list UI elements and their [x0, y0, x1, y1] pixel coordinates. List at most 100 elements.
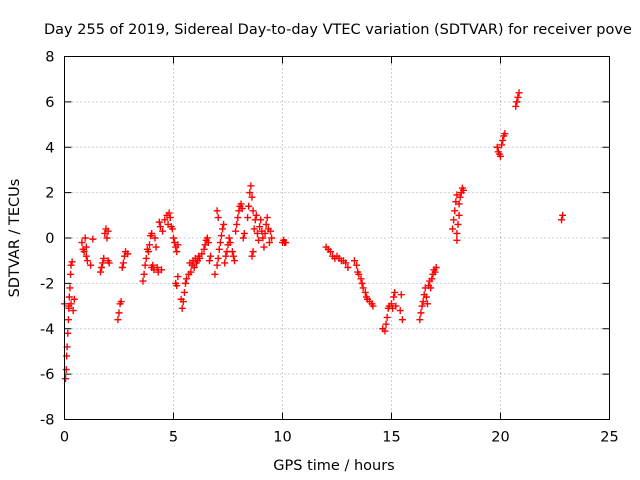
data-point [168, 225, 176, 233]
y-tick-label: 4 [45, 140, 54, 156]
data-point [98, 263, 106, 271]
data-point [249, 207, 257, 215]
data-point [417, 309, 425, 317]
data-point [64, 329, 72, 337]
data-point [205, 257, 213, 265]
data-point [558, 216, 566, 224]
data-point [213, 261, 221, 269]
x-axis-label: GPS time / hours [273, 458, 394, 474]
data-point [397, 291, 405, 299]
data-point [244, 214, 252, 222]
data-point [203, 234, 211, 242]
data-point [238, 205, 246, 213]
data-point [155, 218, 163, 226]
data-point [87, 261, 95, 269]
data-point [455, 200, 463, 208]
data-point [222, 252, 230, 260]
axis-ticks: 0 5 10 15 20 25 -8 -6 -4 -2 0 2 4 6 8 [40, 50, 619, 446]
data-point [174, 241, 182, 249]
y-tick-label: 6 [45, 95, 54, 111]
data-point [146, 241, 154, 249]
data-point [173, 248, 181, 256]
data-point [104, 227, 112, 235]
data-point [70, 295, 78, 303]
data-point [454, 220, 462, 228]
data-point [149, 261, 157, 269]
data-point [220, 220, 228, 228]
data-point [204, 239, 212, 247]
data-point [221, 259, 229, 267]
data-point [514, 93, 522, 101]
data-point [158, 266, 166, 274]
data-point [422, 293, 430, 301]
data-point [115, 309, 123, 317]
data-point [67, 261, 75, 269]
data-point [62, 366, 70, 374]
data-point [512, 102, 520, 110]
data-point [357, 275, 365, 283]
data-point [255, 236, 263, 244]
data-point [165, 209, 173, 217]
data-point [513, 98, 521, 106]
data-point [369, 302, 377, 310]
data-point [173, 282, 181, 290]
grid-lines [64, 56, 610, 420]
data-point [232, 227, 240, 235]
data-point [156, 223, 164, 231]
data-point [65, 293, 73, 301]
data-point [428, 275, 436, 283]
x-tick-label: 15 [382, 430, 400, 446]
data-point [431, 268, 439, 276]
data-point [359, 284, 367, 292]
data-point [178, 304, 186, 312]
data-point [216, 239, 224, 247]
data-point [350, 257, 358, 265]
data-point [416, 316, 424, 324]
data-point [249, 248, 257, 256]
data-point [67, 300, 75, 308]
data-point [152, 243, 160, 251]
data-point [198, 250, 206, 258]
data-point [214, 214, 222, 222]
x-tick-label: 25 [600, 430, 618, 446]
data-point [451, 207, 459, 215]
y-tick-label: -6 [40, 367, 54, 383]
data-point [211, 270, 219, 278]
y-axis-label: SDTVAR / TECUs [7, 179, 23, 298]
data-point [179, 298, 187, 306]
data-point [419, 298, 427, 306]
data-point [423, 300, 431, 308]
y-tick-label: 8 [45, 50, 54, 66]
data-point [245, 202, 253, 210]
data-point [342, 259, 350, 267]
data-point [161, 216, 169, 224]
data-point [105, 259, 113, 267]
data-point [124, 250, 132, 258]
data-point [259, 234, 267, 242]
data-point [229, 252, 237, 260]
data-point [498, 141, 506, 149]
data-point [240, 229, 248, 237]
data-point [66, 284, 74, 292]
data-point [80, 248, 88, 256]
data-point [118, 263, 126, 271]
data-point [231, 257, 239, 265]
data-point [358, 279, 366, 287]
x-tick-label: 20 [491, 430, 509, 446]
data-point [250, 225, 258, 233]
data-point [144, 248, 152, 256]
data-point [181, 279, 189, 287]
data-point [159, 227, 167, 235]
data-point [497, 152, 504, 160]
data-point [344, 263, 352, 271]
data-point [207, 252, 215, 260]
data-point [114, 316, 122, 324]
data-point [499, 136, 507, 144]
data-point [262, 220, 270, 228]
data-point [99, 259, 107, 267]
data-point [226, 239, 234, 247]
data-point [100, 254, 108, 262]
data-point [432, 263, 440, 271]
data-point [183, 275, 191, 283]
data-point [78, 239, 86, 247]
